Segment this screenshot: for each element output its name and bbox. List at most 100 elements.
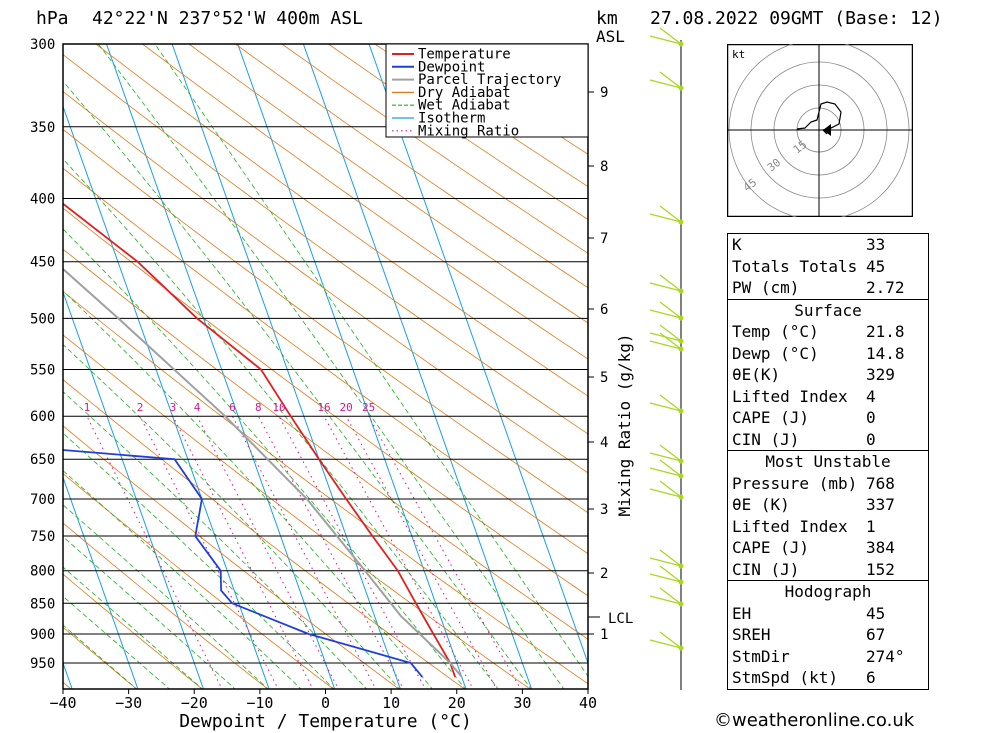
x-tick-label: 40: [579, 694, 597, 712]
mixing-ratio-tick: 6: [229, 401, 236, 414]
isotherm-line: [63, 105, 270, 689]
x-tick-label: 10: [382, 694, 400, 712]
pressure-tick-label: 350: [30, 120, 55, 136]
dry-adiabat-line: [63, 290, 588, 685]
wet-adiabat-line: [63, 595, 171, 689]
wind-barb: [649, 480, 682, 498]
surface-title: Surface: [728, 298, 928, 322]
pressure-tick-label: 800: [30, 564, 55, 580]
hodograph-row: EH 45: [732, 603, 886, 623]
km-tick-label: 8: [600, 159, 608, 175]
wind-barb-dot: [678, 346, 684, 352]
surface-row: Temp (°C) 21.8: [732, 322, 905, 341]
hodograph-row: StmSpd (kt) 6: [732, 668, 876, 687]
pressure-tick-label: 900: [30, 627, 55, 643]
isotherm-line: [237, 44, 467, 689]
wind-barb: [649, 27, 682, 45]
hodograph-unit: kt: [732, 48, 745, 61]
km-tick-label: 2: [600, 566, 608, 582]
mixing-ratio-line: [323, 415, 474, 689]
most-unstable-row: Lifted Index 1: [732, 516, 876, 536]
pressure-tick-label: 300: [30, 37, 55, 53]
wet-adiabat-line: [63, 290, 433, 689]
wind-barb-dot: [678, 338, 684, 344]
wind-barb: [649, 324, 682, 342]
isotherm-line: [171, 44, 401, 689]
pressure-tick-label: 650: [30, 452, 55, 468]
legend-box: [385, 43, 589, 138]
surface-row: CIN (J) 0: [732, 429, 876, 449]
mixing-ratio-axis-label: Mixing Ratio (g/kg): [615, 333, 634, 516]
km-tick-label: 4: [600, 435, 608, 451]
hodograph-table-title: Hodograph: [728, 580, 928, 603]
dry-adiabat-line: [63, 425, 400, 689]
legend-label: Dewpoint: [418, 59, 485, 75]
most-unstable-row: θE (K) 337: [732, 495, 895, 514]
skew-t-chart: 1 2 3 4 6 8 10 16 20 2530035040045050055060065070…: [0, 7, 684, 732]
legend-label: Wet Adiabat: [418, 98, 511, 114]
most-unstable-row: CAPE (J) 384: [732, 538, 895, 557]
km-tick-label: 5: [600, 370, 608, 386]
surface-row: Dewp (°C) 14.8: [732, 343, 905, 363]
pressure-tick-label: 550: [30, 363, 55, 379]
x-axis-label: Dewpoint / Temperature (°C): [179, 711, 472, 732]
most-unstable-row: CIN (J) 152: [732, 559, 895, 579]
most-unstable-title: Most Unstable: [728, 450, 928, 473]
pressure-tick-label: 700: [30, 492, 55, 508]
hodograph-row: SREH 67: [732, 625, 886, 644]
plot-frame: [62, 43, 589, 690]
pressure-tick-label: 750: [30, 529, 55, 545]
wind-barb-dot: [678, 494, 684, 500]
wind-barb: [649, 205, 682, 223]
wet-adiabat-line: [63, 536, 236, 689]
x-tick-label: −20: [181, 694, 208, 712]
wind-barb: [649, 274, 682, 292]
location-title: 42°22'N 237°52'W 400m ASL: [92, 8, 363, 29]
wind-barb-dot: [678, 219, 684, 225]
wind-barb-dot: [678, 563, 684, 569]
isotherm-line: [105, 44, 336, 689]
mixing-ratio-tick: 3: [170, 401, 177, 414]
legend-label: Isotherm: [418, 111, 485, 127]
wind-barb: [649, 459, 682, 477]
mixing-ratio-line: [345, 415, 498, 689]
pressure-tick-label: 500: [30, 311, 55, 327]
index-row: PW (cm) 2.72: [732, 278, 905, 297]
km-unit: km: [596, 8, 618, 29]
dewpoint-profile: [63, 449, 423, 678]
wet-adiabat-line: [63, 391, 368, 689]
wind-barb-dot: [678, 85, 684, 91]
wet-adiabat-line: [63, 566, 203, 689]
wind-barb-dot: [678, 458, 684, 464]
wind-barb-dot: [678, 315, 684, 321]
surface-row: θE(K) 329: [732, 365, 895, 384]
dry-adiabat-line: [63, 473, 334, 689]
mixing-ratio-tick: 16: [317, 401, 330, 414]
index-row: Totals Totals 45: [732, 256, 886, 276]
pressure-tick-label: 950: [30, 656, 55, 672]
wind-barb-dot: [678, 579, 684, 585]
mixing-ratio-line: [257, 415, 404, 689]
dry-adiabat-line: [63, 248, 588, 640]
copyright-footer[interactable]: ©weatheronline.co.uk: [714, 710, 915, 731]
wind-barb-dot: [678, 41, 684, 47]
datetime-title: 27.08.2022 09GMT (Base: 12): [650, 8, 943, 29]
most-unstable-row: Pressure (mb) 768: [732, 473, 895, 493]
x-tick-label: −30: [115, 694, 142, 712]
wet-adiabat-line: [63, 344, 401, 689]
wind-barb: [649, 71, 682, 89]
parcel-trajectory: [63, 267, 463, 678]
lcl-label: LCL: [608, 611, 633, 627]
wind-barb: [649, 587, 682, 605]
pressure-unit: hPa: [36, 8, 69, 29]
isotherm-line: [63, 290, 204, 689]
pressure-tick-label: 850: [30, 596, 55, 612]
pressure-tick-label: 400: [30, 191, 55, 207]
isotherm-line: [0, 7, 7, 691]
wind-barb: [649, 631, 682, 649]
wind-barb-dot: [678, 645, 684, 651]
dry-adiabat-line: [63, 573, 203, 689]
wet-adiabat-line: [63, 470, 302, 689]
km-tick-label: 9: [600, 85, 608, 101]
isotherm-line: [302, 44, 533, 689]
